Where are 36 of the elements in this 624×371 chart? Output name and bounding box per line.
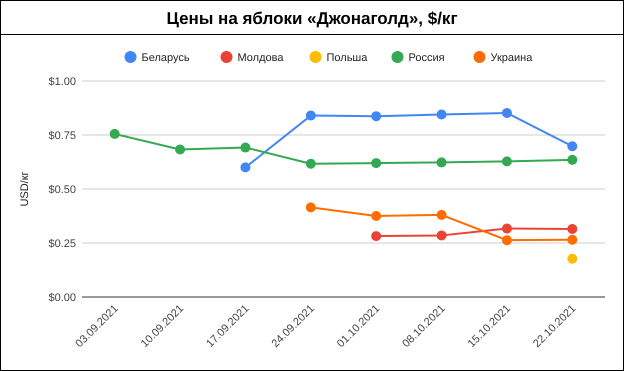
legend-label: Польша bbox=[326, 52, 368, 64]
point bbox=[240, 142, 250, 153]
y-tick-label: $0.00 bbox=[48, 292, 76, 304]
y-tick-label: $0.75 bbox=[48, 130, 76, 142]
legend-label: Россия bbox=[408, 52, 445, 64]
y-tick-label: $0.50 bbox=[48, 184, 76, 196]
point bbox=[502, 235, 512, 246]
point bbox=[502, 224, 512, 234]
legend-label: Беларусь bbox=[142, 52, 190, 64]
point bbox=[436, 109, 447, 120]
legend-label: Украина bbox=[490, 52, 534, 64]
point bbox=[436, 230, 447, 240]
point bbox=[110, 128, 120, 139]
point bbox=[371, 231, 382, 242]
point bbox=[567, 224, 578, 234]
point bbox=[436, 157, 447, 168]
point bbox=[175, 144, 186, 154]
y-tick-label: $0.25 bbox=[48, 238, 76, 250]
point bbox=[567, 141, 578, 152]
point bbox=[436, 210, 447, 220]
point bbox=[371, 158, 382, 168]
point bbox=[306, 110, 316, 121]
point bbox=[240, 162, 250, 172]
point bbox=[567, 154, 578, 165]
point bbox=[306, 202, 316, 212]
y-axis-title: USD/кг bbox=[19, 171, 31, 207]
legend-label: Молдова bbox=[238, 52, 284, 64]
chart-title: Цены на яблоки «Джонаголд», $/кг bbox=[166, 9, 458, 28]
point bbox=[567, 254, 578, 264]
point bbox=[502, 156, 512, 166]
point bbox=[371, 111, 382, 122]
point bbox=[567, 234, 578, 245]
point bbox=[306, 158, 316, 169]
point bbox=[371, 211, 382, 221]
y-tick-label: $1.00 bbox=[48, 76, 76, 88]
point bbox=[502, 108, 512, 118]
